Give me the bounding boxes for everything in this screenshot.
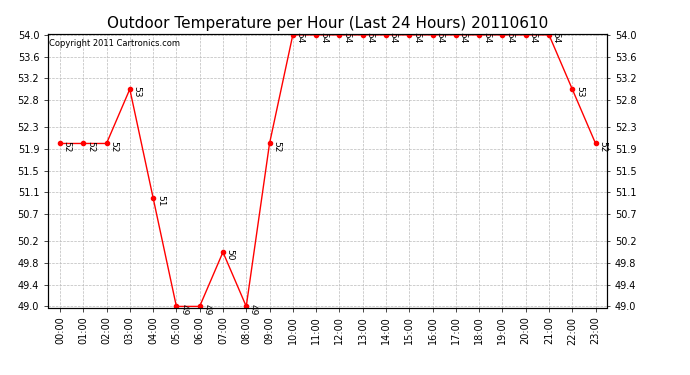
Text: 54: 54 bbox=[342, 32, 351, 44]
Text: 52: 52 bbox=[109, 141, 118, 152]
Text: 53: 53 bbox=[575, 86, 584, 98]
Text: 50: 50 bbox=[226, 249, 235, 261]
Text: Copyright 2011 Cartronics.com: Copyright 2011 Cartronics.com bbox=[50, 39, 180, 48]
Text: 54: 54 bbox=[388, 32, 397, 44]
Text: 49: 49 bbox=[179, 304, 188, 315]
Text: 54: 54 bbox=[435, 32, 444, 44]
Text: 54: 54 bbox=[552, 32, 561, 44]
Text: 52: 52 bbox=[63, 141, 72, 152]
Text: 53: 53 bbox=[132, 86, 141, 98]
Text: 49: 49 bbox=[249, 304, 258, 315]
Text: 54: 54 bbox=[366, 32, 375, 44]
Text: 54: 54 bbox=[412, 32, 421, 44]
Title: Outdoor Temperature per Hour (Last 24 Hours) 20110610: Outdoor Temperature per Hour (Last 24 Ho… bbox=[107, 16, 549, 31]
Text: 54: 54 bbox=[529, 32, 538, 44]
Text: 54: 54 bbox=[459, 32, 468, 44]
Text: 54: 54 bbox=[505, 32, 514, 44]
Text: 52: 52 bbox=[598, 141, 607, 152]
Text: 54: 54 bbox=[295, 32, 304, 44]
Text: 51: 51 bbox=[156, 195, 165, 207]
Text: 54: 54 bbox=[482, 32, 491, 44]
Text: 52: 52 bbox=[86, 141, 95, 152]
Text: 54: 54 bbox=[319, 32, 328, 44]
Text: 49: 49 bbox=[202, 304, 211, 315]
Text: 52: 52 bbox=[273, 141, 282, 152]
